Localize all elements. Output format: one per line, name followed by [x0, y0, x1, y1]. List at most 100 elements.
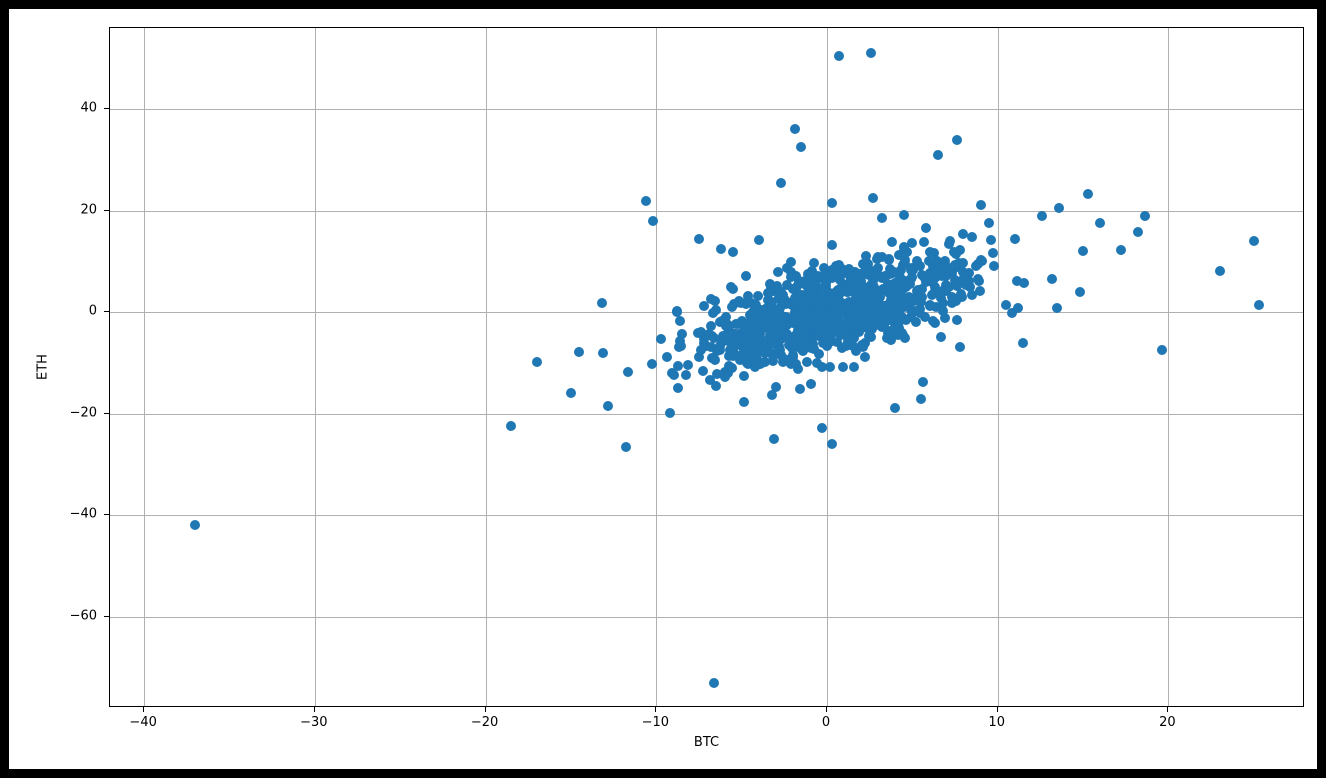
- y-gridline: [110, 211, 1303, 212]
- data-point: [673, 361, 683, 371]
- data-point: [967, 290, 977, 300]
- data-point: [797, 334, 807, 344]
- data-point: [831, 307, 841, 317]
- data-point: [598, 348, 608, 358]
- y-tick: [104, 108, 109, 109]
- data-point: [798, 295, 808, 305]
- x-axis-label: BTC: [694, 735, 719, 750]
- data-point: [936, 332, 946, 342]
- data-point: [834, 51, 844, 61]
- data-point: [955, 342, 965, 352]
- y-tick: [104, 413, 109, 414]
- plot-area: [109, 27, 1304, 707]
- y-tick: [104, 616, 109, 617]
- data-point: [665, 408, 675, 418]
- data-point: [889, 267, 899, 277]
- data-point: [827, 439, 837, 449]
- data-point: [899, 242, 909, 252]
- data-point: [812, 358, 822, 368]
- data-point: [597, 298, 607, 308]
- data-point: [681, 370, 691, 380]
- data-point: [190, 520, 200, 530]
- data-point: [786, 272, 796, 282]
- data-point: [739, 397, 749, 407]
- data-point: [656, 334, 666, 344]
- data-point: [917, 270, 927, 280]
- data-point: [662, 352, 672, 362]
- data-point: [885, 315, 895, 325]
- data-point: [698, 366, 708, 376]
- data-point: [677, 329, 687, 339]
- data-point: [566, 388, 576, 398]
- data-point: [927, 277, 937, 287]
- x-gridline: [998, 28, 999, 706]
- y-tick-label: −20: [70, 405, 97, 420]
- data-point: [812, 316, 822, 326]
- data-point: [1083, 189, 1093, 199]
- data-point: [921, 223, 931, 233]
- data-point: [834, 260, 844, 270]
- data-point: [952, 135, 962, 145]
- data-point: [1140, 211, 1150, 221]
- data-point: [786, 257, 796, 267]
- data-point: [894, 317, 904, 327]
- data-point: [717, 316, 727, 326]
- data-point: [1010, 234, 1020, 244]
- data-point: [744, 345, 754, 355]
- data-point: [745, 336, 755, 346]
- data-point: [869, 302, 879, 312]
- data-point: [727, 302, 737, 312]
- data-point: [915, 261, 925, 271]
- y-tick-label: 0: [89, 304, 97, 319]
- data-point: [945, 236, 955, 246]
- data-point: [1254, 300, 1264, 310]
- data-point: [817, 423, 827, 433]
- x-tick: [655, 707, 656, 712]
- data-point: [735, 355, 745, 365]
- data-point: [1054, 203, 1064, 213]
- data-point: [915, 304, 925, 314]
- data-point: [708, 308, 718, 318]
- y-tick-label: −60: [70, 608, 97, 623]
- y-tick-label: −40: [70, 507, 97, 522]
- data-point: [1037, 211, 1047, 221]
- chart-container: −40−30−20−1001020−60−40−2002040 BTC ETH: [8, 8, 1318, 770]
- data-point: [931, 267, 941, 277]
- data-point: [676, 341, 686, 351]
- data-point: [741, 271, 751, 281]
- data-point: [706, 321, 716, 331]
- x-tick-label: 0: [822, 715, 830, 730]
- data-point: [850, 280, 860, 290]
- data-point: [802, 357, 812, 367]
- x-gridline: [1168, 28, 1169, 706]
- y-tick-label: 40: [80, 101, 97, 116]
- x-tick: [1167, 707, 1168, 712]
- data-point: [790, 124, 800, 134]
- x-tick: [143, 707, 144, 712]
- data-point: [989, 261, 999, 271]
- data-point: [920, 312, 930, 322]
- data-point: [884, 254, 894, 264]
- x-tick-label: 10: [988, 715, 1005, 730]
- data-point: [506, 421, 516, 431]
- data-point: [761, 323, 771, 333]
- data-point: [849, 362, 859, 372]
- data-point: [906, 265, 916, 275]
- data-point: [727, 363, 737, 373]
- data-point: [621, 442, 631, 452]
- data-point: [776, 178, 786, 188]
- data-point: [950, 260, 960, 270]
- data-point: [725, 345, 735, 355]
- data-point: [796, 142, 806, 152]
- data-point: [683, 360, 693, 370]
- y-gridline: [110, 312, 1303, 313]
- data-point: [976, 255, 986, 265]
- data-point: [1013, 303, 1023, 313]
- data-point: [768, 351, 778, 361]
- data-point: [763, 288, 773, 298]
- data-point: [1052, 303, 1062, 313]
- data-point: [918, 377, 928, 387]
- data-point: [1075, 287, 1085, 297]
- data-point: [967, 232, 977, 242]
- data-point: [1249, 236, 1259, 246]
